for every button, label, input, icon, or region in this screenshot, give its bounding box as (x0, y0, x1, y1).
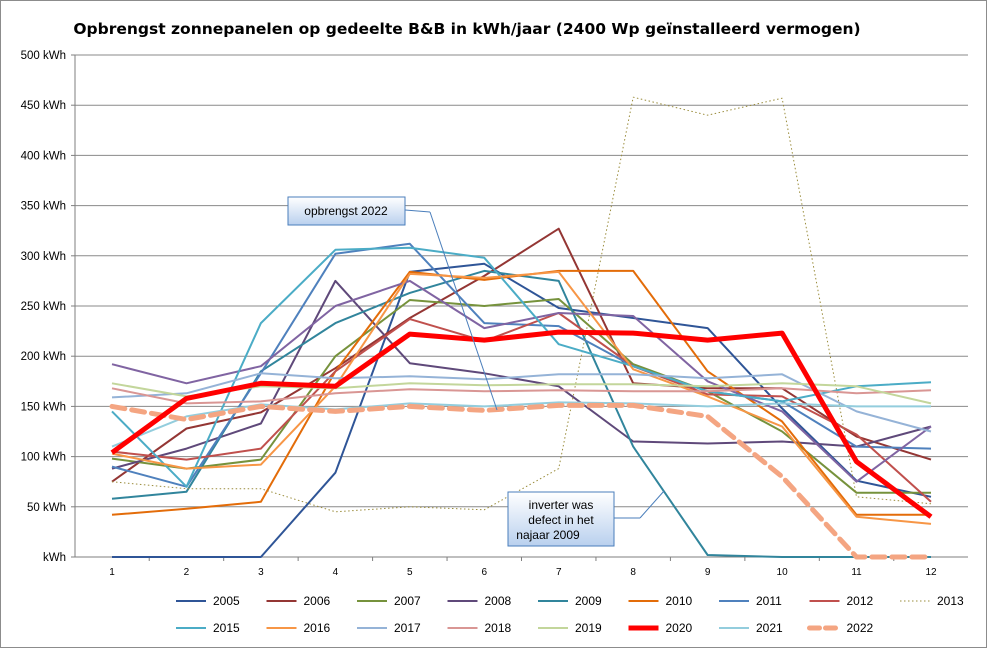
series-line-2006 (111, 227, 932, 483)
y-tick-label: 250 kWh (21, 301, 66, 313)
series-line-2011 (111, 242, 932, 488)
x-tick-label: 6 (481, 567, 487, 578)
legend-label-2016: 2016 (304, 621, 331, 635)
y-tick-label: 500 kWh (21, 50, 66, 62)
callout-opbrengst-2022: opbrengst 2022 (287, 196, 498, 411)
y-tick-label: 450 kWh (21, 100, 66, 112)
y-tick-label: 150 kWh (21, 401, 66, 413)
x-tick-label: 1 (109, 567, 115, 578)
legend-label-2022: 2022 (847, 621, 874, 635)
series-line-2010 (111, 269, 931, 516)
x-tick-label: 2 (184, 567, 190, 578)
series-lines (109, 96, 934, 560)
x-tick-label: 7 (556, 567, 562, 578)
callout-text-opbrengst-2022: opbrengst 2022 (304, 204, 388, 218)
x-tick-label: 11 (851, 567, 862, 578)
callout-inverter-defect: inverter was defect in het najaar 2009 (507, 490, 665, 547)
x-tick-label: 12 (925, 567, 937, 578)
legend: 2005200620072008200920102011201220132014… (176, 594, 964, 635)
legend-label-2020: 2020 (666, 621, 693, 635)
y-tick-label: kWh (43, 552, 66, 564)
legend-label-2008: 2008 (485, 594, 512, 608)
y-axis-ticks: kWh 50 kWh 100 kWh 150 kWh 200 kWh 250 kWh 300… (21, 50, 66, 564)
series-line-2017 (111, 372, 932, 433)
callout-text-line: najaar 2009 (516, 528, 580, 542)
y-tick-label: 100 kWh (21, 452, 66, 464)
x-tick-label: 3 (258, 567, 264, 578)
series-line-2018 (111, 387, 932, 405)
legend-label-2009: 2009 (575, 594, 602, 608)
chart-title: Opbrengst zonnepanelen op gedeelte B&B i… (73, 20, 860, 38)
y-tick-label: 200 kWh (21, 351, 66, 363)
legend-label-2006: 2006 (304, 594, 331, 608)
callout-box (287, 196, 406, 226)
gridlines (71, 54, 968, 558)
x-tick-label: 10 (777, 567, 789, 578)
legend-label-2021: 2021 (756, 621, 783, 635)
series-line-2020 (110, 329, 933, 519)
series-line-2015 (111, 246, 932, 488)
legend-label-2015: 2015 (213, 621, 240, 635)
x-axis-ticks: 1 2 3 4 5 6 7 8 9 10 11 12 (109, 557, 937, 578)
series-line-2022 (109, 402, 934, 560)
legend-label-2011: 2011 (756, 594, 782, 608)
legend-label-2017: 2017 (394, 621, 421, 635)
series-line-2005 (112, 262, 932, 558)
y-tick-label: 400 kWh (21, 150, 66, 162)
series-line-2016 (111, 270, 932, 525)
legend-label-2019: 2019 (575, 621, 602, 635)
legend-label-2013: 2013 (937, 594, 964, 608)
y-tick-label: 350 kWh (21, 201, 66, 213)
callout-text-line: inverter was (529, 498, 594, 512)
legend-label-2007: 2007 (394, 594, 421, 608)
legend-label-2005: 2005 (213, 594, 240, 608)
series-line-2013 (111, 96, 932, 513)
series-line-2014 (111, 279, 932, 483)
x-tick-label: 5 (407, 567, 413, 578)
x-tick-label: 4 (333, 567, 339, 578)
y-tick-label: 50 kWh (27, 502, 66, 514)
series-line-2012 (111, 312, 932, 503)
x-tick-label: 9 (705, 567, 711, 578)
legend-label-2012: 2012 (847, 594, 874, 608)
legend-label-2018: 2018 (485, 621, 512, 635)
legend-label-2010: 2010 (666, 594, 693, 608)
x-tick-label: 8 (630, 567, 636, 578)
callout-text-line: defect in het (528, 513, 594, 527)
callout-box (507, 491, 615, 547)
y-tick-label: 300 kWh (21, 251, 66, 263)
